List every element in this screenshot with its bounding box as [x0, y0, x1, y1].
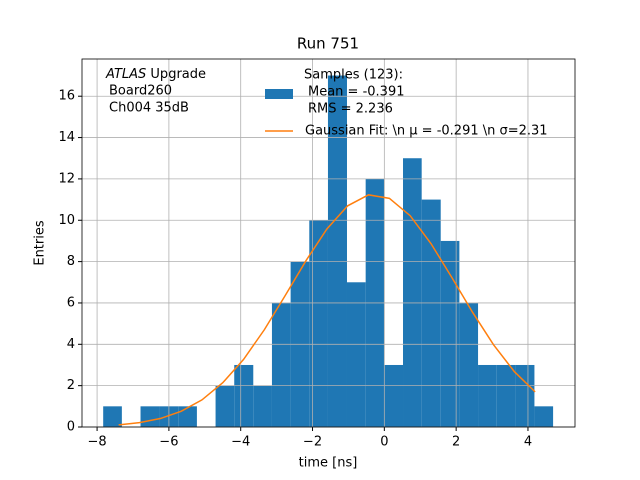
y-tick-label: 6	[67, 295, 75, 310]
x-tick-label: −6	[159, 435, 178, 450]
legend-label: Mean = -0.391	[308, 85, 404, 100]
x-tick-label: −4	[231, 435, 250, 450]
y-tick-label: 12	[58, 171, 75, 186]
bar	[459, 302, 479, 427]
axes-frame	[81, 58, 576, 428]
fit-line	[118, 194, 536, 426]
bar	[346, 282, 366, 427]
y-tick-label: 2	[67, 378, 75, 393]
legend-label: Gaussian Fit: \n μ = -0.291 \n σ=2.31	[305, 124, 548, 139]
bar	[327, 75, 347, 427]
bar	[534, 406, 554, 427]
bar	[515, 364, 535, 427]
y-tick-label: 4	[67, 337, 75, 352]
y-tick-label: 14	[58, 130, 75, 145]
x-tick-label: 2	[452, 435, 460, 450]
y-tick-label: 8	[67, 254, 75, 269]
x-tick-label: −8	[87, 435, 106, 450]
bar	[384, 364, 404, 427]
y-tick-label: 16	[58, 89, 75, 104]
x-axis-label: time [ns]	[299, 456, 358, 471]
bar	[496, 364, 516, 427]
annotation-text: Upgrade	[150, 67, 206, 82]
bar	[421, 199, 441, 427]
legend-label: RMS = 2.236	[308, 102, 393, 117]
bar	[440, 240, 460, 427]
annotation-emphasis: ATLAS	[105, 67, 146, 82]
bar	[140, 406, 160, 427]
bar	[103, 406, 122, 427]
y-tick-label: 10	[58, 213, 75, 228]
bar	[271, 302, 291, 427]
y-axis-label: Entries	[33, 220, 48, 266]
x-tick-label: 4	[524, 435, 532, 450]
legend-swatch	[265, 89, 293, 99]
bar	[253, 385, 272, 427]
x-tick-label: −2	[303, 435, 322, 450]
bar	[478, 364, 497, 427]
bar	[309, 220, 328, 427]
annotation: ATLAS Upgrade	[105, 67, 206, 82]
bar	[215, 385, 235, 427]
y-tick-label: 0	[67, 420, 75, 435]
x-tick-label: 0	[380, 435, 388, 450]
legend-label: Samples (123):	[304, 68, 403, 83]
bar	[234, 364, 254, 427]
bar	[178, 406, 197, 427]
chart-title: Run 751	[297, 35, 359, 53]
annotation-line: Board260	[109, 84, 172, 99]
annotation-line: Ch004 35dB	[109, 101, 189, 116]
bar	[403, 158, 422, 427]
